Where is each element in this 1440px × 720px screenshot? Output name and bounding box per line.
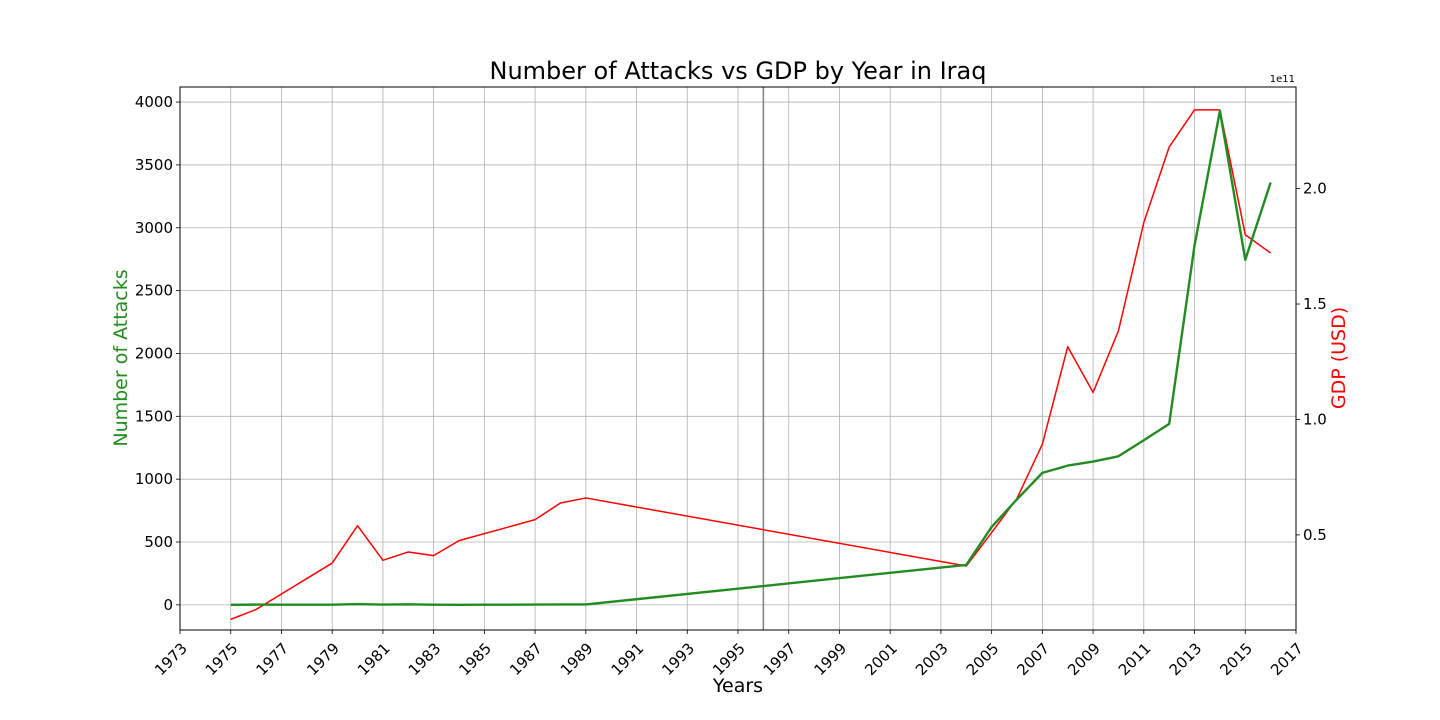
y-tick-label: 1500: [135, 407, 173, 425]
y-axis-left: 0 500 1000 1500 2000 2500 3000 3500 4000: [135, 93, 180, 614]
y2-offset-label: 1e11: [1270, 74, 1295, 85]
x-axis-label: Years: [712, 675, 763, 697]
y-tick-label: 500: [144, 533, 173, 551]
y2-tick-label: 1.5: [1303, 295, 1327, 313]
y2-tick-label: 2.0: [1303, 180, 1327, 198]
attacks-series-line: [230, 109, 1272, 607]
y-tick-label: 2000: [135, 344, 173, 362]
y2-tick-label: 0.5: [1303, 526, 1327, 544]
y2-axis-label: GDP (USD): [1328, 307, 1350, 409]
y2-tick-label: 1.0: [1303, 410, 1327, 428]
y-tick-label: 1000: [135, 470, 173, 488]
y-tick-label: 2500: [135, 282, 173, 300]
y-tick-label: 0: [163, 596, 173, 614]
y-tick-label: 3500: [135, 156, 173, 174]
y-tick-label: 4000: [135, 93, 173, 111]
series-layer: [230, 109, 1272, 621]
y-tick-label: 3000: [135, 219, 173, 237]
y-axis-right: 0.5 1.0 1.5 2.0: [1296, 180, 1327, 544]
y-axis-label: Number of Attacks: [110, 269, 132, 446]
chart-title: Number of Attacks vs GDP by Year in Iraq: [490, 57, 987, 85]
gdp-series-line: [230, 109, 1272, 621]
